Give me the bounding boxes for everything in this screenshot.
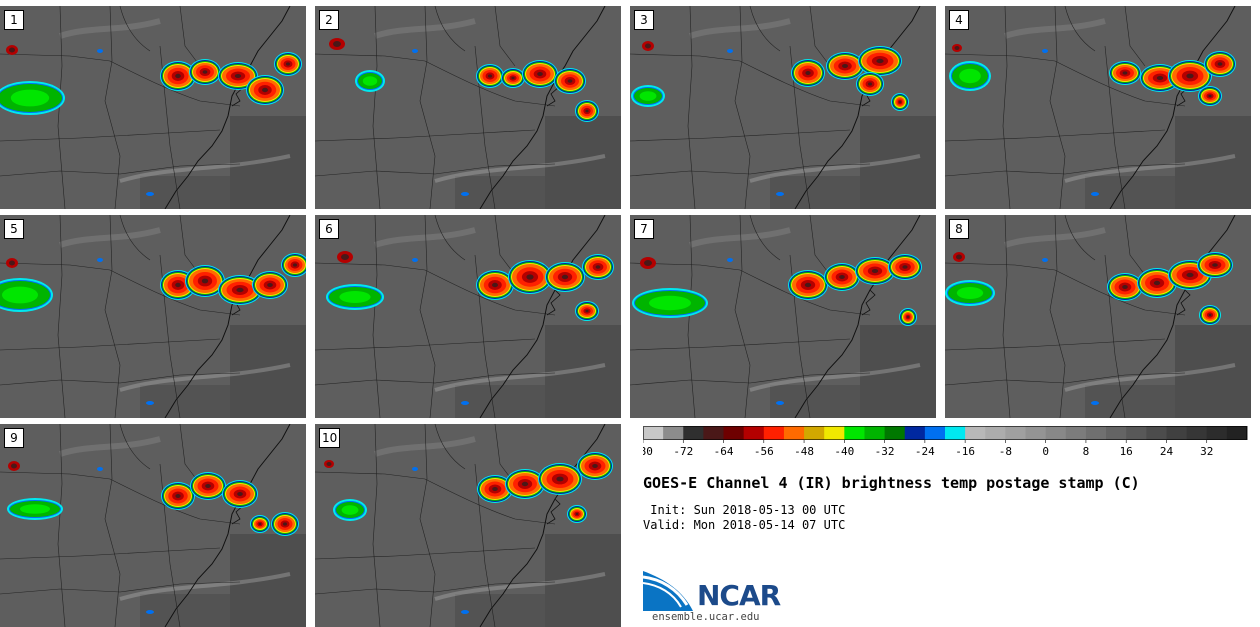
colorbar-bin (743, 426, 765, 440)
colorbar-bin (663, 426, 684, 440)
colorbar-bin (1166, 426, 1188, 440)
colorbar-bin (1206, 426, 1228, 440)
colorbar-tick-label: -8 (999, 445, 1012, 458)
stamp-panel-9: 9 (0, 424, 306, 627)
colorbar-tick-label: -48 (794, 445, 814, 458)
colorbar-tick-label: -56 (754, 445, 774, 458)
colorbar-bin (1186, 426, 1208, 440)
stamp-panel-6: 6 (315, 215, 621, 418)
colorbar-bin (1106, 426, 1127, 440)
figure-title: GOES-E Channel 4 (IR) brightness temp po… (643, 474, 1140, 492)
colorbar-tick-label: 16 (1120, 445, 1133, 458)
panel-number-label: 8 (949, 219, 969, 239)
colorbar-bin (965, 426, 986, 440)
colorbar-tick-label: -64 (714, 445, 734, 458)
panel-number-label: 3 (634, 10, 654, 30)
colorbar-bin (884, 426, 906, 440)
colorbar-tick-label: 32 (1200, 445, 1213, 458)
colorbar-tick-label: -72 (673, 445, 693, 458)
panel-number-label: 4 (949, 10, 969, 30)
colorbar-tick-label: -40 (834, 445, 854, 458)
colorbar-bin (804, 426, 825, 440)
stamp-panel-4: 4 (945, 6, 1251, 209)
panel-number-label: 10 (319, 428, 341, 448)
colorbar-bin (1085, 426, 1107, 440)
colorbar-bin (824, 426, 845, 440)
colorbar-bin (924, 426, 946, 440)
colorbar-bin (1025, 426, 1047, 440)
stamp-panel-7: 7 (630, 215, 936, 418)
colorbar-bin (1126, 426, 1147, 440)
colorbar-bin (1146, 426, 1167, 440)
colorbar-tick-label: 0 (1042, 445, 1049, 458)
colorbar-bin (723, 426, 745, 440)
colorbar-frame (643, 426, 1247, 440)
colorbar-bin (844, 426, 865, 440)
colorbar-bin (904, 426, 926, 440)
panel-number-label: 7 (634, 219, 654, 239)
panel-number-label: 1 (4, 10, 24, 30)
colorbar-bin (864, 426, 886, 440)
colorbar-bin (1045, 426, 1067, 440)
colorbar-bin (683, 426, 704, 440)
init-time: Init: Sun 2018-05-13 00 UTC (643, 503, 846, 517)
colorbar-tick-label: 24 (1160, 445, 1174, 458)
colorbar-bin (1226, 426, 1248, 440)
colorbar-bin (763, 426, 785, 440)
colorbar-tick-label: -80 (643, 445, 653, 458)
panel-number-label: 5 (4, 219, 24, 239)
panel-number-label: 6 (319, 219, 339, 239)
colorbar-bin (643, 426, 664, 440)
ncar-logo-text: NCAR (697, 579, 781, 612)
colorbar-bin (945, 426, 966, 440)
colorbar-tick-label: -24 (915, 445, 935, 458)
colorbar-bin (703, 426, 725, 440)
colorbar-tick-label: -32 (875, 445, 895, 458)
stamp-panel-8: 8 (945, 215, 1251, 418)
stamp-panel-5: 5 (0, 215, 306, 418)
colorbar-bin (1065, 426, 1087, 440)
website-link[interactable]: ensemble.ucar.edu (652, 611, 760, 623)
valid-time: Valid: Mon 2018-05-14 07 UTC (643, 518, 846, 532)
panel-number-label: 9 (4, 428, 24, 448)
ncar-logo-icon (643, 571, 693, 611)
colorbar-tick-label: -16 (955, 445, 975, 458)
stamp-panel-2: 2 (315, 6, 621, 209)
colorbar-bin (783, 426, 805, 440)
stamp-panel-1: 1 (0, 6, 306, 209)
colorbar-bin (1005, 426, 1027, 440)
stamp-panel-10: 10 (315, 424, 621, 627)
panel-number-label: 2 (319, 10, 339, 30)
colorbar-bin (985, 426, 1006, 440)
stamp-panel-3: 3 (630, 6, 936, 209)
colorbar-tick-label: 8 (1083, 445, 1090, 458)
